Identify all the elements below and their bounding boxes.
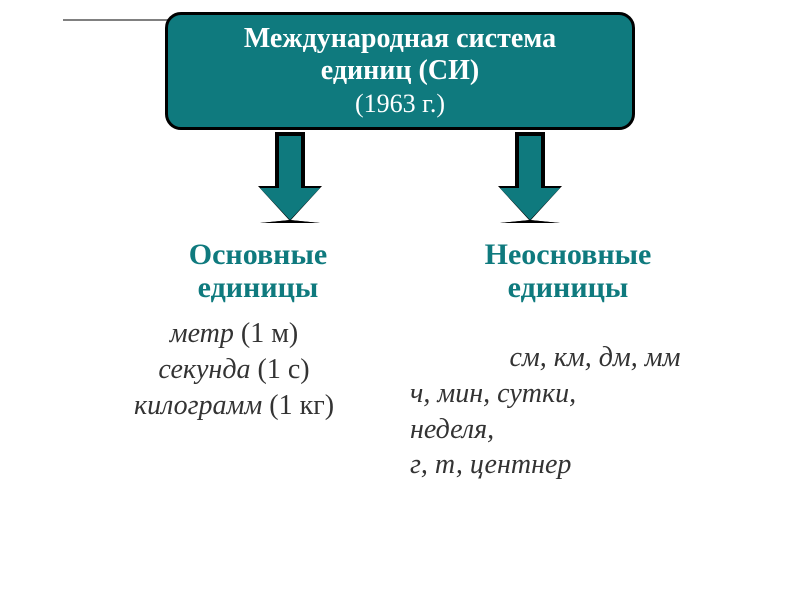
list-item: секунда (1 с) — [54, 352, 414, 388]
heading-primary-units: Основные единицы — [128, 238, 388, 304]
arrow-head-icon — [260, 188, 320, 223]
list-item: метр (1 м) — [54, 316, 414, 352]
title-subline: (1963 г.) — [355, 89, 445, 119]
list-item: неделя, — [410, 412, 780, 448]
unit-name: секунда — [158, 354, 257, 385]
unit-name: килограмм — [134, 390, 269, 421]
primary-units-list: метр (1 м) секунда (1 с) килограмм (1 кг… — [54, 316, 414, 423]
arrow-shaft — [277, 134, 303, 188]
arrow-head-icon — [500, 188, 560, 223]
heading-line: Основные — [189, 238, 327, 271]
title-line-2: единиц (СИ) — [321, 55, 479, 87]
unit-symbol: (1 м) — [241, 318, 298, 349]
list-item: см, км, дм, мм — [410, 340, 780, 376]
unit-symbol: (1 кг) — [269, 390, 334, 421]
secondary-units-list: см, км, дм, мм ч, мин, сутки, неделя, г,… — [410, 340, 780, 483]
title-box: Международная система единиц (СИ) (1963 … — [165, 12, 635, 130]
list-item: ч, мин, сутки, — [410, 376, 780, 412]
heading-line: единицы — [198, 271, 319, 304]
arrow-left — [260, 134, 320, 223]
arrow-shaft — [517, 134, 543, 188]
list-item: килограмм (1 кг) — [54, 388, 414, 424]
title-line-1: Международная система — [244, 23, 556, 55]
unit-name: метр — [170, 318, 241, 349]
heading-secondary-units: Неосновные единицы — [428, 238, 708, 304]
heading-line: Неосновные — [485, 238, 652, 271]
list-item: г, т, центнер — [410, 447, 780, 483]
unit-symbol: (1 с) — [258, 354, 310, 385]
heading-line: единицы — [508, 271, 629, 304]
arrow-right — [500, 134, 560, 223]
